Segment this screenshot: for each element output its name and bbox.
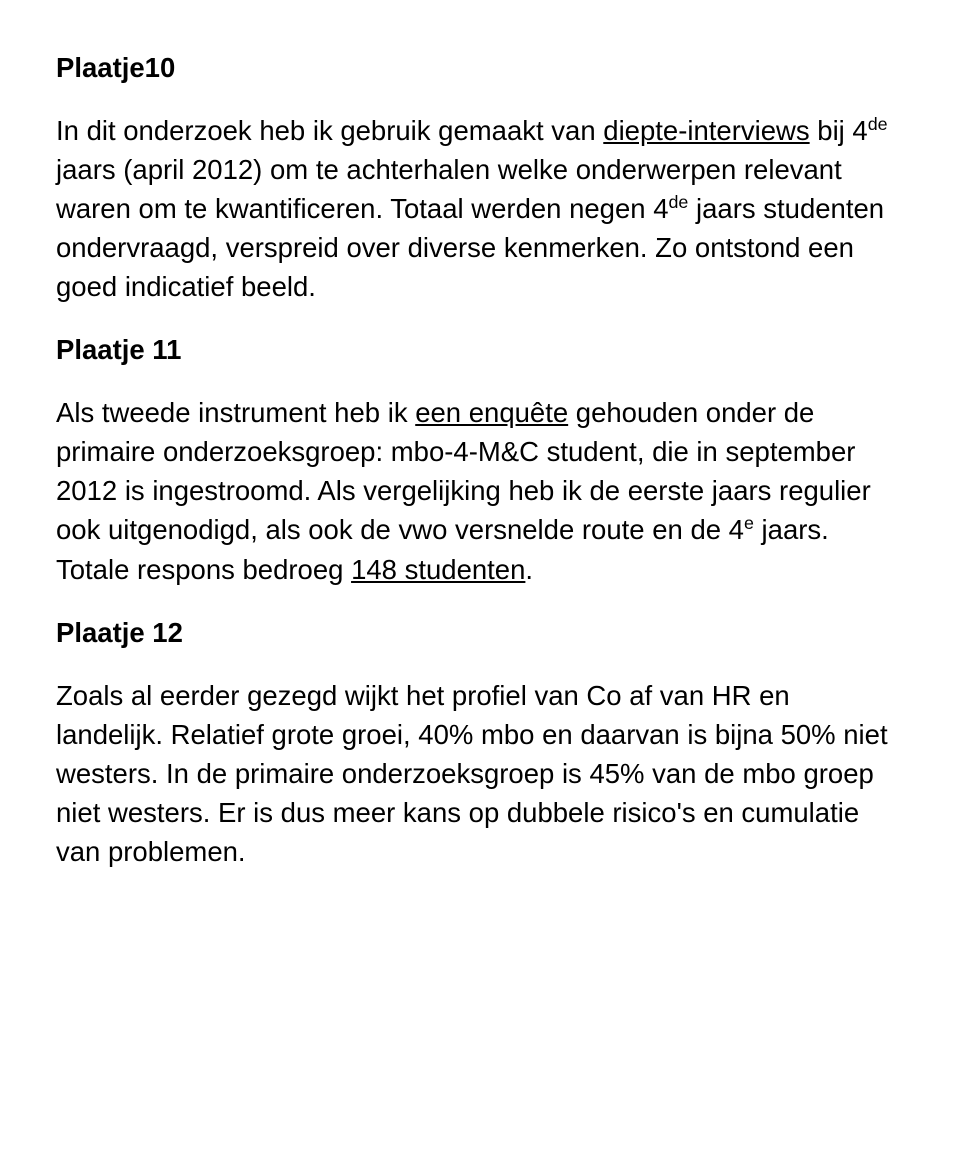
- text: .: [525, 554, 533, 585]
- superscript-de: de: [669, 192, 689, 212]
- underline-een-enquete: een enquête: [415, 397, 568, 428]
- underline-148-studenten: 148 studenten: [351, 554, 525, 585]
- superscript-de: de: [868, 114, 888, 134]
- paragraph-3: Zoals al eerder gezegd wijkt het profiel…: [56, 676, 904, 871]
- heading-plaatje12: Plaatje 12: [56, 613, 904, 652]
- superscript-e: e: [744, 513, 754, 533]
- text: bij 4: [810, 115, 868, 146]
- underline-diepte-interviews: diepte-interviews: [603, 115, 809, 146]
- text: Als tweede instrument heb ik: [56, 397, 415, 428]
- text: In dit onderzoek heb ik gebruik gemaakt …: [56, 115, 603, 146]
- heading-plaatje11: Plaatje 11: [56, 330, 904, 369]
- heading-plaatje10: Plaatje10: [56, 48, 904, 87]
- paragraph-2: Als tweede instrument heb ik een enquête…: [56, 393, 904, 588]
- paragraph-1: In dit onderzoek heb ik gebruik gemaakt …: [56, 111, 904, 306]
